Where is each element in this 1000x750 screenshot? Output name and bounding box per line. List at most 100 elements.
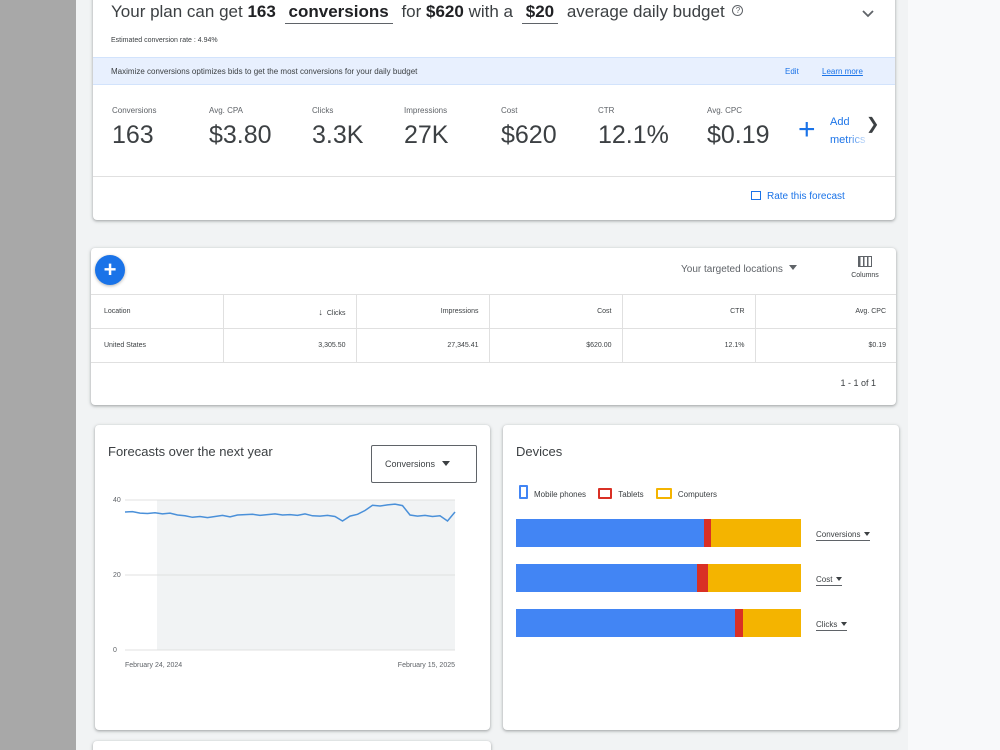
header-clicks[interactable]: ↓ Clicks — [223, 294, 357, 329]
device-metric-dropdown-3[interactable]: Clicks — [816, 620, 848, 631]
caret-down-icon — [864, 532, 871, 536]
add-metrics-button[interactable]: + Add metrics ❯ — [798, 114, 888, 150]
pagination-text: 1 - 1 of 1 — [840, 378, 876, 388]
header-location[interactable]: Location — [91, 294, 224, 329]
metric-value: $620 — [501, 121, 557, 149]
help-circle-icon[interactable]: ? — [732, 5, 744, 16]
targeted-locations-label: Your targeted locations — [681, 264, 783, 275]
metric-label: Avg. CPC — [707, 106, 742, 115]
metric-avg-cpa[interactable]: Avg. CPA $3.80 — [209, 106, 272, 150]
trend-metric-dropdown[interactable]: Conversions — [371, 445, 477, 483]
header-label: Impressions — [440, 308, 479, 315]
add-location-button[interactable]: + — [95, 255, 125, 285]
header-ctr[interactable]: CTR — [622, 294, 756, 329]
segment-tablets — [696, 564, 709, 592]
metric-conversions[interactable]: Conversions 163 — [112, 106, 156, 150]
forecast-cost: $620 — [426, 2, 464, 21]
y-tick-label: 0 — [113, 647, 117, 654]
estimated-conversion-rate: Estimated conversion rate : 4.94% — [111, 37, 218, 44]
legend-tablets: Tablets — [598, 488, 644, 499]
left-gutter — [0, 0, 76, 750]
segment-mobile — [516, 609, 736, 637]
metric-value: $0.19 — [707, 121, 770, 149]
devices-legend: Mobile phones Tablets Computers — [519, 485, 727, 499]
rate-forecast-link[interactable]: Rate this forecast — [751, 191, 845, 202]
trend-line — [124, 503, 456, 523]
cell-ctr: 12.1% — [622, 328, 756, 363]
metric-label: Conversions — [112, 106, 157, 115]
metric-impressions[interactable]: Impressions 27K — [404, 106, 448, 150]
mobile-phone-icon — [519, 485, 528, 499]
metric-label: Clicks — [312, 106, 334, 115]
columns-label: Columns — [851, 272, 879, 279]
legend-label: Tablets — [618, 490, 644, 499]
legend-label: Computers — [677, 490, 717, 499]
table-row[interactable]: United States 3,305.50 27,345.41 $620.00… — [91, 328, 896, 363]
scroll-fade — [846, 114, 888, 150]
chevron-right-icon[interactable]: ❯ — [866, 116, 880, 133]
learn-more-link[interactable]: Learn more — [822, 67, 863, 76]
dropdown-label: Conversions — [816, 530, 861, 539]
targeted-locations-dropdown[interactable]: Your targeted locations — [681, 264, 797, 275]
dropdown-label: Clicks — [816, 620, 838, 629]
segment-tablets — [735, 609, 743, 637]
header-label: Location — [104, 308, 131, 315]
device-metric-dropdown-1[interactable]: Conversions — [816, 530, 871, 541]
x-tick-label: February 15, 2025 — [398, 662, 455, 669]
segment-mobile — [516, 519, 705, 547]
device-bar-clicks[interactable] — [516, 609, 801, 637]
metric-value: $3.80 — [209, 121, 272, 149]
columns-icon — [858, 256, 872, 267]
chevron-down-icon[interactable] — [861, 6, 875, 20]
cell-cost: $620.00 — [489, 328, 623, 363]
metric-ctr[interactable]: CTR 12.1% — [598, 106, 669, 150]
info-banner: Maximize conversions optimizes bids to g… — [93, 57, 895, 85]
tablet-icon — [598, 488, 613, 499]
segment-tablets — [704, 519, 712, 547]
metric-value: 12.1% — [598, 121, 669, 149]
legend-computers: Computers — [655, 488, 717, 499]
rate-forecast-label: Rate this forecast — [767, 191, 845, 202]
header-avg-cpc[interactable]: Avg. CPC — [755, 294, 896, 329]
conversions-count: 163 — [247, 2, 276, 21]
devices-title: Devices — [516, 444, 563, 459]
header-cost[interactable]: Cost — [489, 294, 623, 329]
device-bar-conversions[interactable] — [516, 519, 801, 547]
forecast-trend-card: Forecasts over the next year Conversions… — [95, 425, 490, 730]
headline-budget-suffix: average daily budget — [566, 2, 725, 21]
header-label: Clicks — [326, 309, 346, 317]
edit-link[interactable]: Edit — [785, 67, 799, 76]
dropdown-label: Cost — [816, 575, 833, 584]
device-metric-dropdown-2[interactable]: Cost — [816, 575, 843, 586]
metric-avg-cpc[interactable]: Avg. CPC $0.19 — [707, 106, 770, 150]
headline-with-text: with a — [468, 2, 513, 21]
conversions-metric-dropdown[interactable]: conversions — [284, 2, 393, 24]
devices-card: Devices Mobile phones Tablets Computers … — [503, 425, 899, 730]
segment-computers — [711, 519, 801, 547]
metric-cost[interactable]: Cost $620 — [501, 106, 557, 150]
y-tick-label: 20 — [113, 572, 121, 579]
header-label: CTR — [730, 308, 745, 315]
headline-for-text: for — [401, 2, 422, 21]
trend-line-chart[interactable]: 0 20 40 February 24, 2024 February 15, 2025 — [95, 485, 490, 675]
add-metrics-label-1: Add — [830, 116, 850, 128]
caret-down-icon — [788, 265, 797, 270]
metric-value: 163 — [112, 121, 154, 149]
computer-icon — [655, 488, 672, 499]
headline-prefix: Your plan can get — [111, 2, 243, 21]
metric-label: Cost — [501, 106, 518, 115]
legend-mobile: Mobile phones — [519, 485, 586, 499]
table-header-row: Location ↓ Clicks Impressions Cost CTR Av… — [91, 294, 896, 329]
y-tick-label: 40 — [113, 497, 121, 504]
header-impressions[interactable]: Impressions — [356, 294, 490, 329]
metric-value: 27K — [404, 121, 449, 149]
columns-button[interactable]: Columns — [843, 256, 887, 279]
legend-label: Mobile phones — [534, 490, 587, 499]
metric-clicks[interactable]: Clicks 3.3K — [312, 106, 363, 150]
device-bar-cost[interactable] — [516, 564, 801, 592]
card-divider — [93, 176, 895, 177]
segment-computers — [742, 609, 801, 637]
caret-down-icon — [841, 622, 848, 626]
segment-computers — [708, 564, 801, 592]
daily-budget-input[interactable]: $20 — [521, 2, 559, 24]
